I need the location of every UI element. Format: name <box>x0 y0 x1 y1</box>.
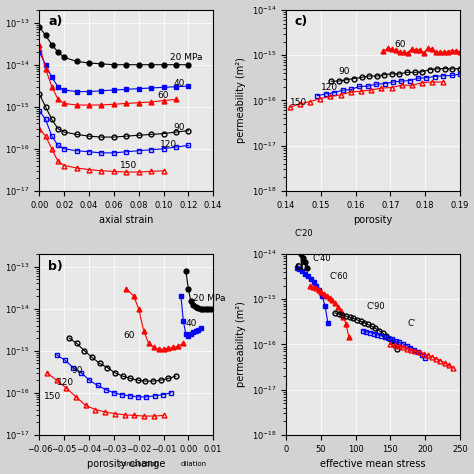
Y-axis label: permeability (m²): permeability (m²) <box>236 57 246 143</box>
Text: C'20: C'20 <box>294 229 313 238</box>
Text: C'40: C'40 <box>312 254 331 263</box>
Text: a): a) <box>48 16 63 28</box>
X-axis label: effective mean stress: effective mean stress <box>320 459 426 469</box>
Text: 150: 150 <box>120 161 137 170</box>
Text: d): d) <box>295 260 310 273</box>
Text: 60: 60 <box>394 40 405 49</box>
Text: dilation: dilation <box>181 461 207 467</box>
Text: 20 MPa: 20 MPa <box>193 294 226 303</box>
Text: 90: 90 <box>173 123 185 132</box>
Text: 120: 120 <box>160 140 177 149</box>
Text: 120: 120 <box>57 378 74 387</box>
Text: b): b) <box>48 260 63 273</box>
Text: c): c) <box>295 16 308 28</box>
Text: 40: 40 <box>186 319 197 328</box>
Y-axis label: permeability (m²): permeability (m²) <box>236 301 246 387</box>
Text: 60: 60 <box>124 331 135 340</box>
Text: 20 MPa: 20 MPa <box>170 53 202 62</box>
Text: 90: 90 <box>72 366 83 375</box>
Text: C'60: C'60 <box>329 272 348 281</box>
Text: compaction: compaction <box>119 461 160 467</box>
X-axis label: porosity: porosity <box>354 215 392 225</box>
X-axis label: porosity change: porosity change <box>87 459 165 469</box>
Text: 40: 40 <box>173 79 185 88</box>
Text: C'90: C'90 <box>366 302 385 311</box>
Text: 150: 150 <box>45 392 62 401</box>
X-axis label: axial strain: axial strain <box>99 215 154 225</box>
Text: 60: 60 <box>157 91 169 100</box>
Text: 150: 150 <box>290 98 307 107</box>
Text: C': C' <box>408 319 416 328</box>
Text: 120: 120 <box>321 83 338 92</box>
Text: 90: 90 <box>338 67 350 76</box>
